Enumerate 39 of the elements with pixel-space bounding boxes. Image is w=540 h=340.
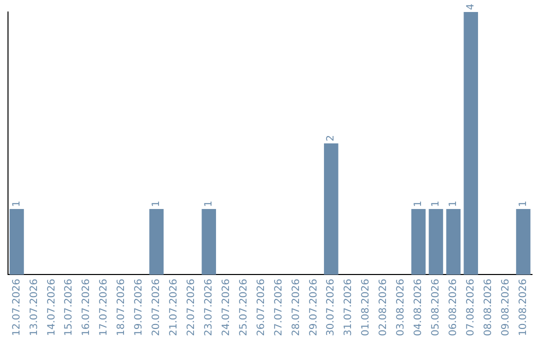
x-tick-label: 14.07.2026 — [46, 278, 58, 336]
x-tick-label: 18.07.2026 — [116, 278, 128, 336]
data-label: 1 — [448, 200, 459, 208]
x-tick-label: 01.08.2026 — [360, 278, 372, 336]
data-label: 1 — [151, 200, 162, 208]
x-tick-label: 27.07.2026 — [273, 278, 284, 336]
data-label: 1 — [413, 200, 424, 208]
x-tick-label: 23.07.2026 — [203, 278, 214, 336]
x-tick-label: 12.07.2026 — [11, 278, 22, 336]
x-tick-label: 29.07.2026 — [308, 278, 320, 336]
x-tick-label: 07.08.2026 — [465, 278, 476, 336]
x-tick-label: 05.08.2026 — [430, 278, 442, 336]
x-tick-label: 22.07.2026 — [186, 278, 197, 336]
data-label: 1 — [430, 200, 442, 208]
x-tick-label: 25.07.2026 — [238, 278, 250, 336]
x-tick-label: 16.07.2026 — [81, 278, 92, 336]
x-tick-label: 10.08.2026 — [518, 278, 529, 336]
data-label: 2 — [326, 134, 337, 142]
data-label: 1 — [203, 200, 214, 208]
x-tick-label: 08.08.2026 — [482, 278, 494, 336]
x-tick-label: 02.08.2026 — [378, 278, 390, 336]
data-label: 1 — [518, 200, 529, 208]
x-tick-label: 13.07.2026 — [28, 278, 40, 336]
x-tick-label: 15.07.2026 — [64, 278, 75, 336]
x-tick-label: 06.08.2026 — [448, 278, 459, 336]
x-tick-label: 30.07.2026 — [326, 278, 337, 336]
x-tick-label: 03.08.2026 — [396, 278, 407, 336]
x-tick-label: 04.08.2026 — [413, 278, 424, 336]
x-tick-label: 28.07.2026 — [290, 278, 302, 336]
x-tick-label: 17.07.2026 — [98, 278, 110, 336]
x-tick-label: 21.07.2026 — [168, 278, 180, 336]
x-tick-label: 09.08.2026 — [500, 278, 512, 336]
data-label: 4 — [465, 4, 476, 10]
x-tick-label: 24.07.2026 — [220, 278, 232, 336]
x-tick-label: 26.07.2026 — [256, 278, 267, 336]
data-label: 1 — [11, 200, 22, 208]
x-tick-label: 31.07.2026 — [343, 278, 354, 336]
x-tick-label: 20.07.2026 — [151, 278, 162, 336]
x-tick-label: 19.07.2026 — [134, 278, 145, 336]
